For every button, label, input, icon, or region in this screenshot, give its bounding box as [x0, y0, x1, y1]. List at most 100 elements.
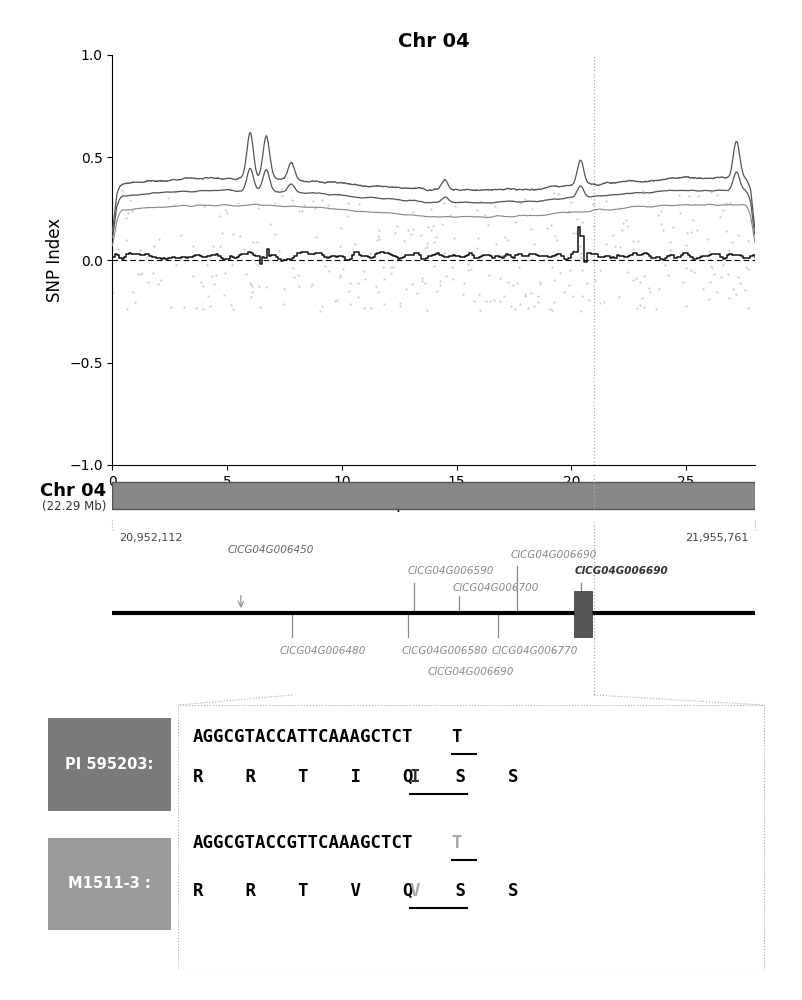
Point	[707, 266, 719, 282]
Point	[243, 275, 256, 291]
Point	[251, 257, 264, 273]
Point	[563, 262, 576, 278]
Point	[614, 200, 626, 216]
Point	[331, 186, 344, 202]
Point	[314, 192, 327, 208]
Point	[274, 181, 287, 197]
Point	[719, 223, 731, 239]
Point	[397, 233, 410, 249]
Text: ClCG04G006770: ClCG04G006770	[491, 646, 577, 656]
Point	[575, 262, 588, 278]
Point	[525, 285, 537, 301]
Point	[649, 301, 662, 317]
Point	[599, 193, 612, 209]
Point	[545, 302, 557, 318]
Point	[121, 301, 134, 317]
Point	[473, 302, 486, 318]
Point	[629, 270, 642, 286]
Point	[695, 281, 708, 297]
Point	[715, 202, 728, 218]
Text: Chr 04: Chr 04	[40, 482, 106, 500]
Point	[676, 245, 689, 261]
Point	[562, 203, 575, 219]
Point	[291, 267, 304, 283]
Point	[616, 215, 629, 231]
Point	[678, 298, 691, 314]
Point	[481, 217, 494, 233]
Point	[251, 200, 264, 216]
Point	[200, 257, 213, 273]
Point	[448, 198, 461, 214]
Text: ClCG04G006480: ClCG04G006480	[279, 646, 366, 656]
Bar	[48, 718, 171, 811]
Point	[597, 294, 610, 310]
Point	[287, 269, 300, 285]
Point	[638, 268, 650, 284]
Point	[651, 281, 664, 297]
Point	[580, 275, 593, 291]
Point	[498, 229, 511, 245]
Point	[531, 294, 544, 310]
Point	[394, 298, 407, 314]
Point	[224, 181, 237, 197]
Point	[245, 284, 258, 300]
Point	[155, 272, 168, 288]
Point	[187, 268, 200, 284]
Point	[239, 266, 252, 282]
Point	[703, 274, 715, 290]
Point	[420, 239, 433, 255]
Point	[704, 258, 717, 274]
Point	[195, 274, 208, 290]
Point	[470, 240, 483, 256]
Point	[204, 298, 217, 314]
Point	[286, 260, 299, 276]
Point	[619, 218, 632, 234]
Point	[212, 208, 225, 224]
Point	[272, 243, 285, 259]
Point	[394, 295, 407, 311]
Point	[421, 219, 434, 235]
Point	[133, 266, 146, 282]
Point	[226, 301, 239, 317]
Point	[308, 200, 321, 216]
Point	[384, 259, 397, 275]
Point	[631, 233, 644, 249]
Point	[348, 236, 361, 252]
Point	[415, 270, 428, 286]
Point	[276, 188, 289, 204]
Point	[447, 230, 460, 246]
Text: 21,955,761: 21,955,761	[684, 533, 747, 543]
Point	[169, 257, 182, 273]
Point	[439, 268, 452, 284]
Point	[432, 277, 445, 293]
Point	[318, 258, 331, 274]
Point	[701, 291, 714, 307]
Text: ClCG04G006700: ClCG04G006700	[452, 583, 539, 593]
Point	[548, 228, 561, 244]
Point	[295, 203, 308, 219]
Point	[141, 274, 154, 290]
Point	[370, 278, 383, 294]
Point	[545, 259, 558, 275]
Point	[423, 222, 436, 238]
Point	[253, 278, 265, 294]
Point	[662, 242, 675, 258]
Point	[333, 267, 346, 283]
Point	[654, 203, 666, 219]
Point	[527, 236, 540, 252]
Text: ClCG04G006690: ClCG04G006690	[574, 566, 668, 576]
Point	[404, 226, 417, 242]
Point	[196, 301, 209, 317]
Point	[119, 210, 132, 226]
Point	[470, 202, 483, 218]
Point	[146, 265, 159, 281]
Point	[630, 300, 642, 316]
Point	[225, 257, 238, 273]
Point	[152, 276, 164, 292]
Point	[484, 293, 496, 309]
Point	[245, 278, 257, 294]
Point	[292, 203, 305, 219]
Point	[658, 257, 670, 273]
Point	[586, 218, 599, 234]
Point	[479, 209, 492, 225]
